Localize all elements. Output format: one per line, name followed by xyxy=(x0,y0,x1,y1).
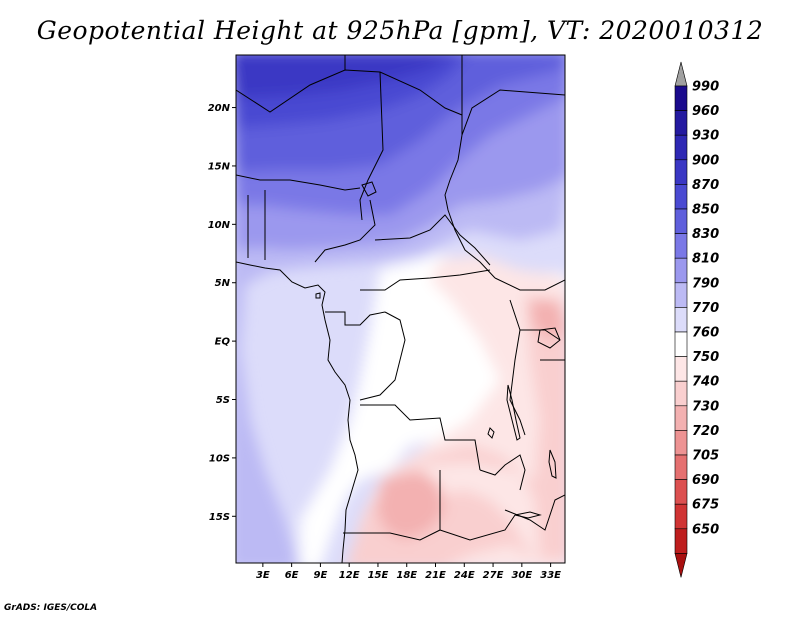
border-zambia-n xyxy=(479,454,526,491)
colorbar-label: 790 xyxy=(692,276,719,291)
border-car xyxy=(374,214,491,266)
colorbar-swatch xyxy=(674,233,688,259)
border-nigeria-cameroon xyxy=(314,199,376,263)
lake-malawi xyxy=(548,449,557,479)
colorbar-swatch xyxy=(674,331,688,357)
colorbar-label: 990 xyxy=(692,80,719,95)
colorbar: 990 960 930 900 870 850 830 810 790 770 760 750 740 7… xyxy=(674,61,719,578)
colorbar-swatch xyxy=(674,307,688,333)
colorbar-swatch xyxy=(674,380,688,407)
border-congo xyxy=(359,311,406,401)
colorbar-label: 830 xyxy=(692,227,719,242)
border-niger-chad xyxy=(359,71,384,221)
colorbar-label: 750 xyxy=(692,350,719,365)
lat-tick-label: 15N xyxy=(208,161,231,172)
border-angola-zambia xyxy=(439,470,516,541)
field-band-900 xyxy=(236,55,452,98)
colorbar-swatch xyxy=(674,479,688,505)
colorbar-swatch xyxy=(674,184,688,210)
lon-tick-label: 33E xyxy=(540,570,561,581)
lat-tick-label: EQ xyxy=(215,337,231,348)
lake-chad xyxy=(361,181,377,197)
colorbar-label: 810 xyxy=(692,252,719,267)
colorbar-swatch xyxy=(674,528,688,554)
border-west-1 xyxy=(236,174,361,191)
colorbar-label: 690 xyxy=(692,473,719,488)
colorbar-swatch xyxy=(674,134,688,161)
lake-victoria xyxy=(537,327,561,349)
colorbar-swatch xyxy=(674,282,688,308)
colorbar-swatch xyxy=(674,159,688,185)
colorbar-label: 730 xyxy=(692,399,719,414)
lat-tick-label: 10N xyxy=(208,220,231,231)
colorbar-bottom-arrow xyxy=(674,553,688,578)
colorbar-swatch xyxy=(674,454,688,480)
lon-axis: 3E 6E 9E 12E 15E 18E 21E 24E 27E 30E 33E xyxy=(256,563,561,581)
lon-tick-label: 27E xyxy=(483,570,504,581)
lon-tick-label: 24E xyxy=(454,570,475,581)
colorbar-label: 675 xyxy=(692,498,719,513)
lake-mweru xyxy=(487,427,495,439)
colorbar-swatch xyxy=(674,430,688,456)
colorbar-swatch xyxy=(674,257,688,284)
chart-title: Geopotential Height at 925hPa [gpm], VT:… xyxy=(36,16,764,45)
lon-tick-label: 3E xyxy=(256,570,270,581)
field-band-730 xyxy=(375,470,445,540)
lon-tick-label: 15E xyxy=(368,570,389,581)
colorbar-swatch xyxy=(674,356,688,382)
colorbar-label: 850 xyxy=(692,203,719,218)
footer-credit: GrADS: IGES/COLA xyxy=(4,603,98,613)
map-frame xyxy=(235,54,566,564)
island-bioko xyxy=(315,292,321,299)
colorbar-label: 650 xyxy=(692,522,719,537)
colorbar-label: 720 xyxy=(692,424,719,439)
coastline xyxy=(236,261,359,563)
lat-tick-label: 20N xyxy=(208,103,231,114)
border-south xyxy=(343,529,441,541)
lat-tick-label: 15S xyxy=(209,512,230,523)
political-boundaries xyxy=(236,55,565,563)
colorbar-swatch xyxy=(674,110,688,136)
border-drc-angola xyxy=(360,404,481,471)
colorbar-label: 900 xyxy=(692,153,719,168)
lat-tick-label: 5S xyxy=(216,395,230,406)
lat-tick-label: 5N xyxy=(215,278,231,289)
colorbar-label: 930 xyxy=(692,129,719,144)
colorbar-label: 870 xyxy=(692,178,719,193)
border-car-s xyxy=(360,269,491,291)
border-east-2 xyxy=(520,329,561,341)
colorbar-swatch xyxy=(674,208,688,234)
lake-kariba xyxy=(514,511,542,519)
colorbar-swatch xyxy=(674,503,688,530)
border-east-1 xyxy=(509,299,526,436)
colorbar-label: 705 xyxy=(692,449,719,464)
colorbar-top-arrow xyxy=(674,61,688,87)
colorbar-label: 760 xyxy=(692,326,719,341)
lat-tick-label: 10S xyxy=(209,453,230,464)
colorbar-swatch xyxy=(674,85,688,111)
border-cameroon-s xyxy=(325,311,386,326)
border-north-3 xyxy=(461,55,565,136)
lon-tick-label: 30E xyxy=(511,570,532,581)
lake-tanganyika xyxy=(506,384,521,441)
lon-tick-label: 6E xyxy=(285,570,299,581)
colorbar-label: 960 xyxy=(692,104,719,119)
lon-tick-label: 18E xyxy=(396,570,417,581)
lon-tick-label: 9E xyxy=(314,570,328,581)
colorbar-label: 770 xyxy=(692,301,719,316)
height-field xyxy=(236,55,565,563)
border-north-1 xyxy=(236,69,463,116)
colorbar-label: 740 xyxy=(692,375,719,390)
border-chad-sudan xyxy=(444,134,496,279)
lon-tick-label: 21E xyxy=(425,570,446,581)
lon-tick-label: 12E xyxy=(339,570,360,581)
border-east-4 xyxy=(494,277,565,291)
colorbar-swatch xyxy=(674,405,688,431)
lat-axis: 20N 15N 10N 5N EQ 5S 10S 15S xyxy=(208,103,236,523)
